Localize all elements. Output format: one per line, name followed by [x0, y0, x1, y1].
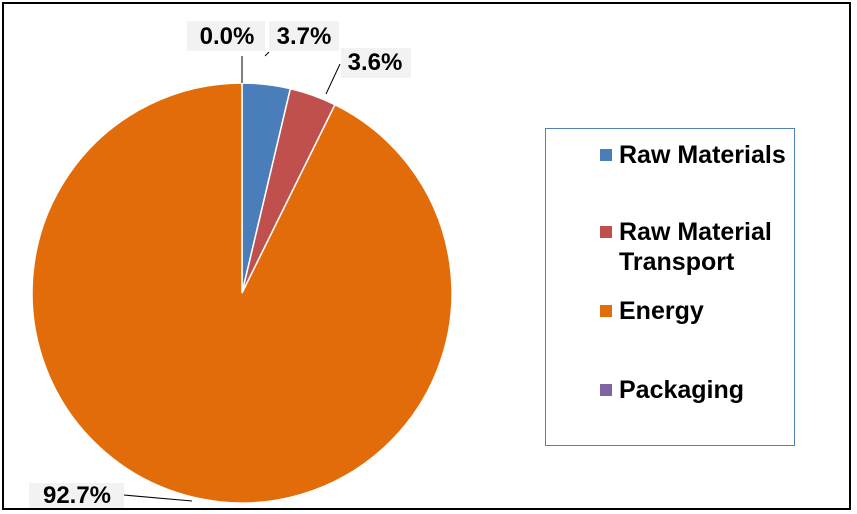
legend-item-energy: Energy	[600, 296, 799, 326]
legend-item-raw-material-transport: Raw Material Transport	[600, 217, 799, 277]
legend-item-raw-materials: Raw Materials	[600, 140, 799, 170]
data-label-bg-energy	[29, 483, 124, 508]
legend-label: Energy	[619, 297, 704, 325]
data-label-bg-raw-material-transport	[341, 48, 411, 78]
legend-label: Raw Materials	[619, 141, 786, 169]
leader-line-energy	[111, 493, 193, 502]
leader-line-raw-material-transport	[325, 63, 341, 95]
legend-item-packaging: Packaging	[600, 375, 799, 405]
data-label-bg-raw-materials	[269, 21, 339, 51]
data-label-energy: 92.7%	[43, 482, 111, 508]
chart-frame: 3.7% 3.6% 92.7% 0.0% Raw Materials Raw Mate…	[2, 2, 851, 510]
legend-swatch-energy	[600, 305, 612, 317]
legend-label: Packaging	[619, 376, 745, 404]
legend-label: Raw Material Transport	[619, 218, 772, 276]
data-label-packaging: 0.0%	[200, 23, 255, 50]
pie-chart: 3.7% 3.6% 92.7% 0.0%	[29, 21, 453, 508]
data-label-bg-packaging	[187, 21, 265, 51]
pie-slice-energy	[31, 82, 453, 504]
legend-swatch-raw-materials	[600, 149, 612, 161]
leader-line-raw-materials	[264, 51, 270, 57]
legend-swatch-raw-material-transport	[600, 226, 612, 238]
data-label-raw-materials: 3.7%	[277, 23, 332, 50]
legend: Raw Materials Raw Material Transport Ene…	[545, 128, 795, 446]
data-label-raw-material-transport: 3.6%	[348, 49, 403, 76]
legend-swatch-packaging	[600, 384, 612, 396]
